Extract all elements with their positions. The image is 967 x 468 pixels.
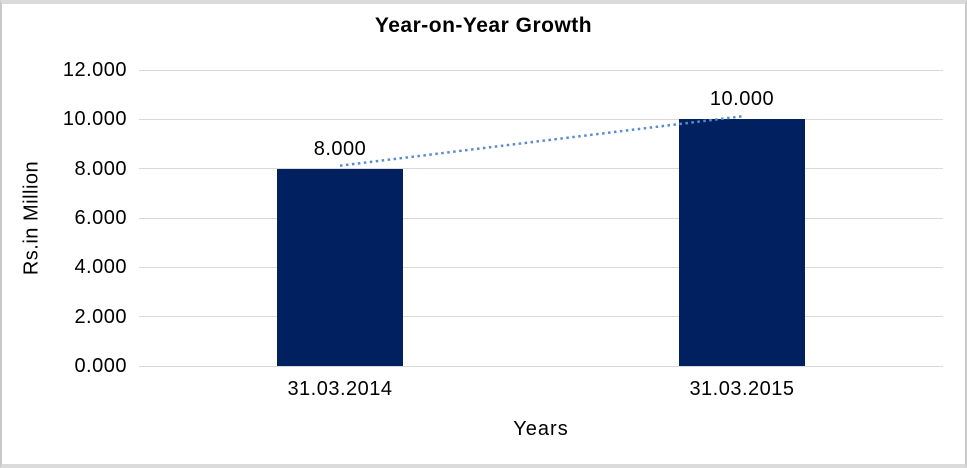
data-label: 8.000 (313, 137, 367, 160)
y-gridline (139, 168, 943, 170)
bar-31.03.2015 (679, 119, 805, 366)
x-tick-label: 31.03.2014 (287, 378, 393, 400)
y-tick-label: 2.000 (74, 305, 127, 328)
data-label: 10.000 (709, 88, 775, 111)
chart-title: Year-on-Year Growth (374, 14, 593, 37)
y-gridline (139, 316, 943, 318)
bar-31.03.2014 (277, 168, 403, 366)
x-tick-label: 31.03.2015 (689, 378, 795, 400)
x-axis-title: Years (513, 418, 569, 440)
y-gridline (139, 217, 943, 219)
y-tick-label: 0.000 (74, 355, 127, 377)
y-gridline (139, 365, 943, 367)
y-tick-label: 8.000 (74, 157, 127, 180)
y-tick-label: 10.000 (62, 108, 127, 131)
y-axis-title: Rs.in Million (20, 160, 43, 276)
y-gridline (139, 266, 943, 268)
y-gridline (139, 118, 943, 120)
y-tick-label: 4.000 (74, 256, 127, 279)
y-gridline (139, 69, 943, 71)
y-tick-label: 6.000 (74, 207, 127, 229)
y-tick-label: 12.000 (62, 59, 127, 81)
